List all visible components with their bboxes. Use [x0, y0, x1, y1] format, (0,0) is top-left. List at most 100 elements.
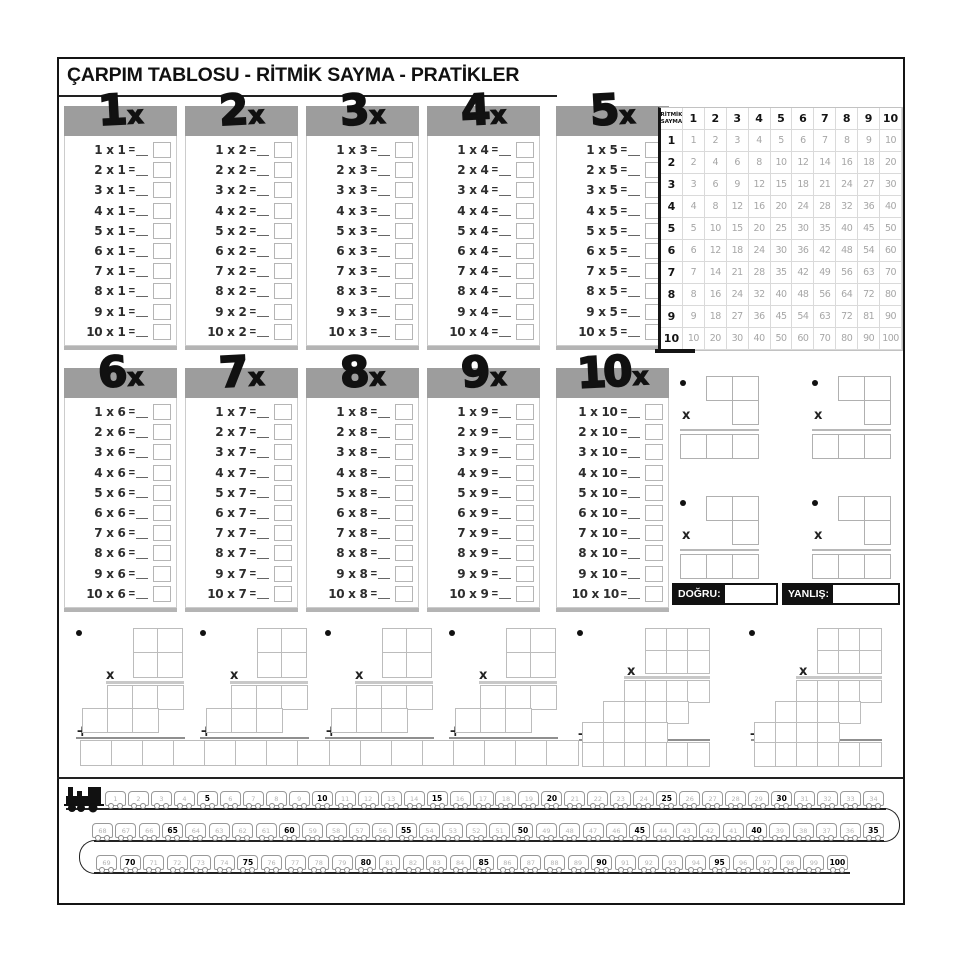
answer-box[interactable] [516, 585, 534, 602]
answer-blank[interactable] [628, 407, 640, 418]
write-box[interactable] [582, 742, 605, 767]
answer-box[interactable] [395, 202, 413, 219]
write-box[interactable] [864, 376, 891, 401]
answer-blank[interactable] [257, 407, 269, 418]
write-box[interactable] [796, 680, 819, 703]
answer-blank[interactable] [628, 185, 640, 196]
write-box[interactable] [381, 685, 408, 710]
answer-box[interactable] [516, 263, 534, 280]
answer-blank[interactable] [499, 508, 511, 519]
answer-box[interactable] [516, 202, 534, 219]
answer-blank[interactable] [499, 165, 511, 176]
write-box[interactable] [356, 708, 383, 733]
answer-box[interactable] [274, 444, 292, 461]
answer-blank[interactable] [136, 246, 148, 257]
answer-blank[interactable] [499, 487, 511, 499]
answer-blank[interactable] [628, 306, 640, 318]
answer-blank[interactable] [257, 165, 269, 176]
answer-blank[interactable] [628, 568, 640, 580]
write-box[interactable] [666, 742, 689, 767]
write-box[interactable] [132, 685, 159, 710]
answer-box[interactable] [395, 182, 413, 199]
write-box[interactable] [231, 708, 258, 733]
write-box[interactable] [381, 708, 408, 733]
write-box[interactable] [480, 708, 507, 733]
write-box[interactable] [391, 740, 424, 766]
write-box[interactable] [838, 680, 861, 703]
write-box[interactable] [257, 628, 283, 654]
write-box[interactable] [666, 680, 689, 703]
wrong-input[interactable] [833, 585, 898, 603]
answer-box[interactable] [153, 525, 171, 542]
answer-blank[interactable] [628, 205, 640, 217]
answer-box[interactable] [153, 424, 171, 441]
answer-blank[interactable] [136, 568, 148, 580]
write-box[interactable] [859, 650, 882, 674]
answer-box[interactable] [395, 424, 413, 441]
write-box[interactable] [111, 740, 144, 766]
write-box[interactable] [754, 742, 777, 767]
answer-box[interactable] [645, 505, 663, 522]
answer-box[interactable] [395, 162, 413, 179]
answer-blank[interactable] [136, 266, 148, 277]
answer-box[interactable] [274, 303, 292, 320]
write-box[interactable] [838, 650, 861, 674]
write-box[interactable] [775, 701, 798, 724]
answer-box[interactable] [395, 263, 413, 280]
answer-blank[interactable] [136, 508, 148, 519]
answer-box[interactable] [153, 263, 171, 280]
answer-box[interactable] [153, 505, 171, 522]
answer-box[interactable] [274, 505, 292, 522]
write-box[interactable] [817, 680, 840, 703]
answer-box[interactable] [153, 243, 171, 260]
answer-blank[interactable] [257, 306, 269, 318]
answer-box[interactable] [395, 565, 413, 582]
answer-blank[interactable] [628, 548, 640, 559]
answer-blank[interactable] [628, 427, 640, 438]
write-box[interactable] [687, 742, 710, 767]
answer-blank[interactable] [628, 225, 640, 237]
answer-blank[interactable] [257, 286, 269, 297]
answer-box[interactable] [645, 444, 663, 461]
write-box[interactable] [645, 628, 668, 652]
answer-box[interactable] [395, 545, 413, 562]
answer-box[interactable] [516, 283, 534, 300]
answer-box[interactable] [395, 142, 413, 159]
write-box[interactable] [530, 685, 557, 710]
write-box[interactable] [107, 685, 134, 710]
write-box[interactable] [666, 701, 689, 724]
answer-blank[interactable] [628, 145, 640, 156]
write-box[interactable] [732, 376, 759, 401]
answer-blank[interactable] [378, 568, 390, 580]
answer-blank[interactable] [378, 286, 390, 297]
write-box[interactable] [546, 740, 579, 766]
write-box[interactable] [864, 554, 891, 579]
answer-box[interactable] [645, 565, 663, 582]
answer-box[interactable] [153, 545, 171, 562]
write-box[interactable] [666, 650, 689, 674]
answer-blank[interactable] [378, 588, 390, 600]
write-box[interactable] [864, 434, 891, 459]
answer-blank[interactable] [257, 185, 269, 196]
write-box[interactable] [812, 554, 839, 579]
answer-blank[interactable] [257, 205, 269, 217]
answer-box[interactable] [516, 424, 534, 441]
answer-blank[interactable] [257, 225, 269, 237]
answer-box[interactable] [395, 464, 413, 481]
answer-box[interactable] [516, 444, 534, 461]
answer-box[interactable] [153, 182, 171, 199]
write-box[interactable] [817, 701, 840, 724]
answer-blank[interactable] [136, 306, 148, 318]
answer-box[interactable] [395, 585, 413, 602]
write-box[interactable] [204, 740, 237, 766]
write-box[interactable] [603, 742, 626, 767]
answer-box[interactable] [274, 243, 292, 260]
answer-box[interactable] [395, 525, 413, 542]
write-box[interactable] [775, 742, 798, 767]
write-box[interactable] [732, 434, 759, 459]
write-box[interactable] [645, 680, 668, 703]
write-box[interactable] [360, 740, 393, 766]
write-box[interactable] [624, 680, 647, 703]
answer-box[interactable] [516, 303, 534, 320]
write-box[interactable] [687, 650, 710, 674]
